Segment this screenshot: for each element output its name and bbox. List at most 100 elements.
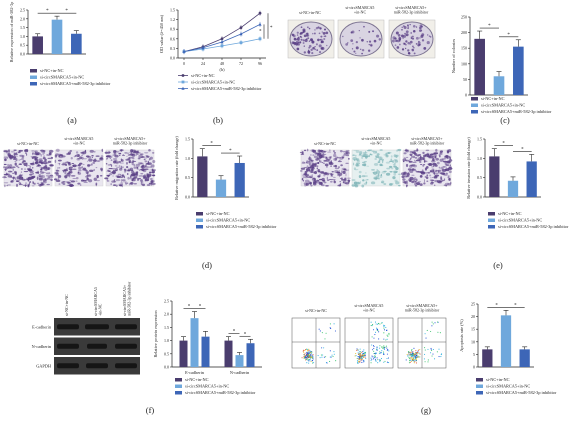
colony-dot bbox=[409, 23, 411, 26]
event-dot bbox=[380, 352, 383, 354]
cell-stain bbox=[311, 166, 315, 169]
cell-stain bbox=[18, 163, 20, 165]
cell-stain bbox=[42, 153, 45, 155]
cell-stain bbox=[11, 180, 14, 183]
colony-dot bbox=[302, 41, 305, 44]
colony-dot bbox=[409, 40, 413, 44]
cell-stain bbox=[61, 181, 65, 184]
event-dot bbox=[303, 357, 305, 359]
event-dot bbox=[303, 353, 305, 355]
cell-stain bbox=[82, 151, 87, 155]
cell-stain bbox=[413, 176, 417, 180]
significance-mark: * bbox=[488, 24, 491, 29]
chart-c: 0 50 100 150 200 250 Number of colonies * * bbox=[451, 15, 528, 98]
legend-label: si-circSMARCA5+in-NC bbox=[185, 384, 229, 389]
cell-stain bbox=[436, 169, 441, 172]
event-dot bbox=[407, 351, 409, 353]
cell-stain bbox=[318, 159, 321, 163]
legend-swatch bbox=[471, 103, 478, 107]
cell-stain bbox=[386, 154, 389, 158]
colony-dot bbox=[368, 40, 372, 43]
cell-stain bbox=[345, 173, 347, 177]
cell-stain bbox=[16, 180, 19, 183]
cell-stain bbox=[423, 171, 428, 174]
cell-stain bbox=[57, 163, 61, 164]
event-dot bbox=[413, 362, 415, 364]
cell-stain bbox=[127, 176, 130, 180]
event-dot bbox=[319, 357, 321, 359]
cell-stain bbox=[324, 163, 329, 167]
event-dot bbox=[372, 329, 375, 331]
colony-dot bbox=[418, 29, 422, 33]
cell-stain bbox=[92, 161, 96, 163]
event-dot bbox=[388, 334, 390, 336]
cell-stain bbox=[20, 171, 23, 173]
cell-stain bbox=[430, 178, 434, 182]
event-dot bbox=[376, 346, 378, 348]
cell-stain bbox=[426, 153, 430, 155]
cell-stain bbox=[397, 173, 402, 176]
protein-band bbox=[87, 343, 107, 349]
cell-stain bbox=[48, 152, 52, 156]
cell-stain bbox=[39, 160, 43, 164]
cell-stain bbox=[353, 167, 357, 170]
cell-stain bbox=[305, 172, 307, 175]
event-dot bbox=[419, 356, 421, 358]
event-dot bbox=[438, 356, 440, 358]
cell-stain bbox=[71, 163, 75, 165]
cell-stain bbox=[438, 166, 441, 169]
cell-stain bbox=[415, 159, 421, 162]
cell-stain bbox=[117, 173, 121, 176]
colony-dot bbox=[366, 41, 369, 43]
cell-stain bbox=[113, 184, 117, 187]
y-tick-label: 25 bbox=[471, 302, 475, 307]
cell-stain bbox=[439, 172, 442, 174]
image-caption: si-circSMARCA5 +in-NC bbox=[65, 136, 94, 146]
cell-stain bbox=[359, 151, 363, 155]
event-dot bbox=[333, 351, 335, 353]
event-dot bbox=[333, 353, 335, 355]
significance-mark: * bbox=[259, 30, 262, 35]
cell-stain bbox=[310, 169, 314, 172]
cell-stain bbox=[313, 166, 317, 168]
cell-stain bbox=[375, 155, 380, 159]
y-tick-label: 2.0 bbox=[164, 312, 169, 317]
cell-stain bbox=[19, 158, 25, 161]
cell-stain bbox=[95, 167, 98, 169]
cell-stain bbox=[445, 166, 447, 168]
event-dot bbox=[408, 354, 410, 356]
event-dot bbox=[409, 351, 411, 354]
cell-stain bbox=[140, 179, 143, 182]
cell-stain bbox=[345, 162, 349, 164]
cell-stain bbox=[144, 178, 150, 182]
cell-stain bbox=[418, 171, 423, 173]
cell-stain bbox=[443, 173, 448, 176]
cell-stain bbox=[38, 177, 43, 181]
colony-dot bbox=[347, 42, 349, 44]
legend-swatch bbox=[488, 218, 495, 222]
cell-stain bbox=[49, 174, 54, 177]
event-dot bbox=[307, 352, 309, 355]
event-dot bbox=[370, 357, 372, 359]
cell-stain bbox=[300, 167, 306, 170]
event-dot bbox=[416, 355, 418, 357]
cell-stain bbox=[378, 156, 383, 160]
cell-stain bbox=[118, 152, 122, 155]
cell-stain bbox=[96, 160, 101, 162]
protein-band bbox=[85, 324, 109, 330]
cell-stain bbox=[46, 167, 50, 170]
event-dot bbox=[431, 355, 433, 357]
event-dot bbox=[324, 338, 326, 340]
cell-stain bbox=[148, 148, 151, 152]
data-point bbox=[220, 44, 224, 48]
x-tick-label: 48 bbox=[220, 61, 224, 66]
cell-stain bbox=[47, 167, 49, 171]
protein-band bbox=[57, 343, 79, 349]
cell-stain bbox=[41, 159, 44, 161]
cell-stain bbox=[30, 162, 35, 166]
cell-stain bbox=[427, 171, 431, 174]
blot-row-label: E-cadherin bbox=[32, 324, 52, 329]
y-tick-label: 10 bbox=[471, 339, 475, 344]
colony-dot bbox=[408, 52, 411, 55]
legend-swatch bbox=[476, 378, 483, 382]
